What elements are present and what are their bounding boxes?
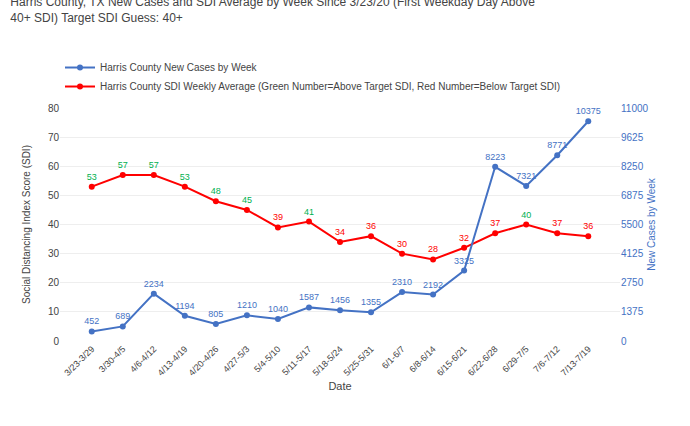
svg-text:Harris County, TX New Cases an: Harris County, TX New Cases and SDI Aver…: [10, 0, 535, 25]
svg-text:11000: 11000: [621, 103, 649, 114]
svg-text:6/8-6/14: 6/8-6/14: [407, 344, 437, 374]
svg-text:0: 0: [621, 336, 627, 347]
svg-text:2234: 2234: [144, 279, 164, 289]
svg-text:8771: 8771: [547, 140, 567, 150]
svg-text:3/30-4/5: 3/30-4/5: [97, 344, 127, 374]
svg-text:2192: 2192: [423, 280, 443, 290]
svg-text:452: 452: [84, 316, 99, 326]
svg-text:6/29-7/5: 6/29-7/5: [500, 344, 530, 374]
svg-text:60: 60: [48, 161, 60, 172]
svg-text:20: 20: [48, 277, 60, 288]
svg-text:2310: 2310: [392, 277, 412, 287]
svg-text:50: 50: [48, 190, 60, 201]
svg-text:6875: 6875: [621, 190, 644, 201]
svg-text:40: 40: [48, 219, 60, 230]
svg-text:3325: 3325: [454, 256, 474, 266]
svg-text:5/4-5/10: 5/4-5/10: [252, 344, 282, 374]
svg-text:7321: 7321: [516, 171, 536, 181]
svg-text:10: 10: [48, 306, 60, 317]
svg-text:10375: 10375: [576, 106, 601, 116]
svg-text:6/15-6/21: 6/15-6/21: [435, 344, 469, 378]
svg-text:40: 40: [521, 210, 531, 220]
svg-text:1194: 1194: [175, 301, 194, 311]
svg-text:8250: 8250: [621, 161, 644, 172]
svg-text:1375: 1375: [621, 306, 644, 317]
svg-text:1210: 1210: [237, 300, 257, 310]
svg-text:36: 36: [583, 221, 593, 231]
svg-text:8223: 8223: [485, 152, 505, 162]
svg-text:37: 37: [552, 218, 562, 228]
svg-text:Social Distancing Index Score: Social Distancing Index Score (SDI): [21, 145, 32, 304]
svg-text:6/1-6/7: 6/1-6/7: [380, 344, 407, 371]
svg-text:57: 57: [149, 160, 159, 170]
svg-text:37: 37: [490, 218, 500, 228]
svg-text:48: 48: [211, 186, 221, 196]
svg-text:57: 57: [118, 160, 128, 170]
svg-text:5/18-5/24: 5/18-5/24: [311, 344, 345, 378]
svg-text:1456: 1456: [330, 295, 350, 305]
svg-text:4/20-4/26: 4/20-4/26: [187, 344, 221, 378]
svg-text:2750: 2750: [621, 277, 644, 288]
svg-text:28: 28: [428, 244, 438, 254]
svg-text:1587: 1587: [299, 292, 319, 302]
svg-text:36: 36: [366, 221, 376, 231]
svg-text:5/25-5/31: 5/25-5/31: [342, 344, 376, 378]
svg-text:4/6-4/12: 4/6-4/12: [128, 344, 158, 374]
svg-text:4/13-4/19: 4/13-4/19: [155, 344, 189, 378]
svg-text:5500: 5500: [621, 219, 644, 230]
svg-text:5/11-5/17: 5/11-5/17: [280, 344, 313, 377]
svg-text:7/6-7/12: 7/6-7/12: [531, 344, 561, 374]
svg-text:45: 45: [242, 195, 252, 205]
svg-text:0: 0: [53, 336, 59, 347]
svg-text:New Cases by Week: New Cases by Week: [646, 177, 657, 271]
svg-text:32: 32: [459, 233, 469, 243]
svg-text:Harris County SDI Weekly Avera: Harris County SDI Weekly Average (Green …: [100, 81, 560, 92]
svg-text:53: 53: [180, 172, 190, 182]
svg-text:41: 41: [304, 207, 314, 217]
svg-text:3/23-3/29: 3/23-3/29: [62, 344, 96, 378]
svg-text:805: 805: [208, 309, 223, 319]
svg-text:53: 53: [87, 172, 97, 182]
svg-text:4/27-5/3: 4/27-5/3: [221, 344, 251, 374]
svg-text:80: 80: [48, 103, 60, 114]
svg-text:39: 39: [273, 212, 283, 222]
svg-text:1040: 1040: [268, 304, 288, 314]
svg-text:Harris County New Cases by Wee: Harris County New Cases by Week: [100, 62, 258, 73]
svg-text:1355: 1355: [361, 297, 381, 307]
svg-text:9625: 9625: [621, 132, 644, 143]
svg-text:70: 70: [48, 132, 60, 143]
svg-text:30: 30: [397, 239, 407, 249]
svg-text:4125: 4125: [621, 248, 644, 259]
svg-text:30: 30: [48, 248, 60, 259]
svg-text:34: 34: [335, 227, 345, 237]
svg-text:7/13-7/19: 7/13-7/19: [559, 344, 593, 378]
svg-text:6/22-6/28: 6/22-6/28: [466, 344, 500, 378]
svg-text:Date: Date: [328, 380, 351, 392]
svg-text:689: 689: [115, 311, 130, 321]
